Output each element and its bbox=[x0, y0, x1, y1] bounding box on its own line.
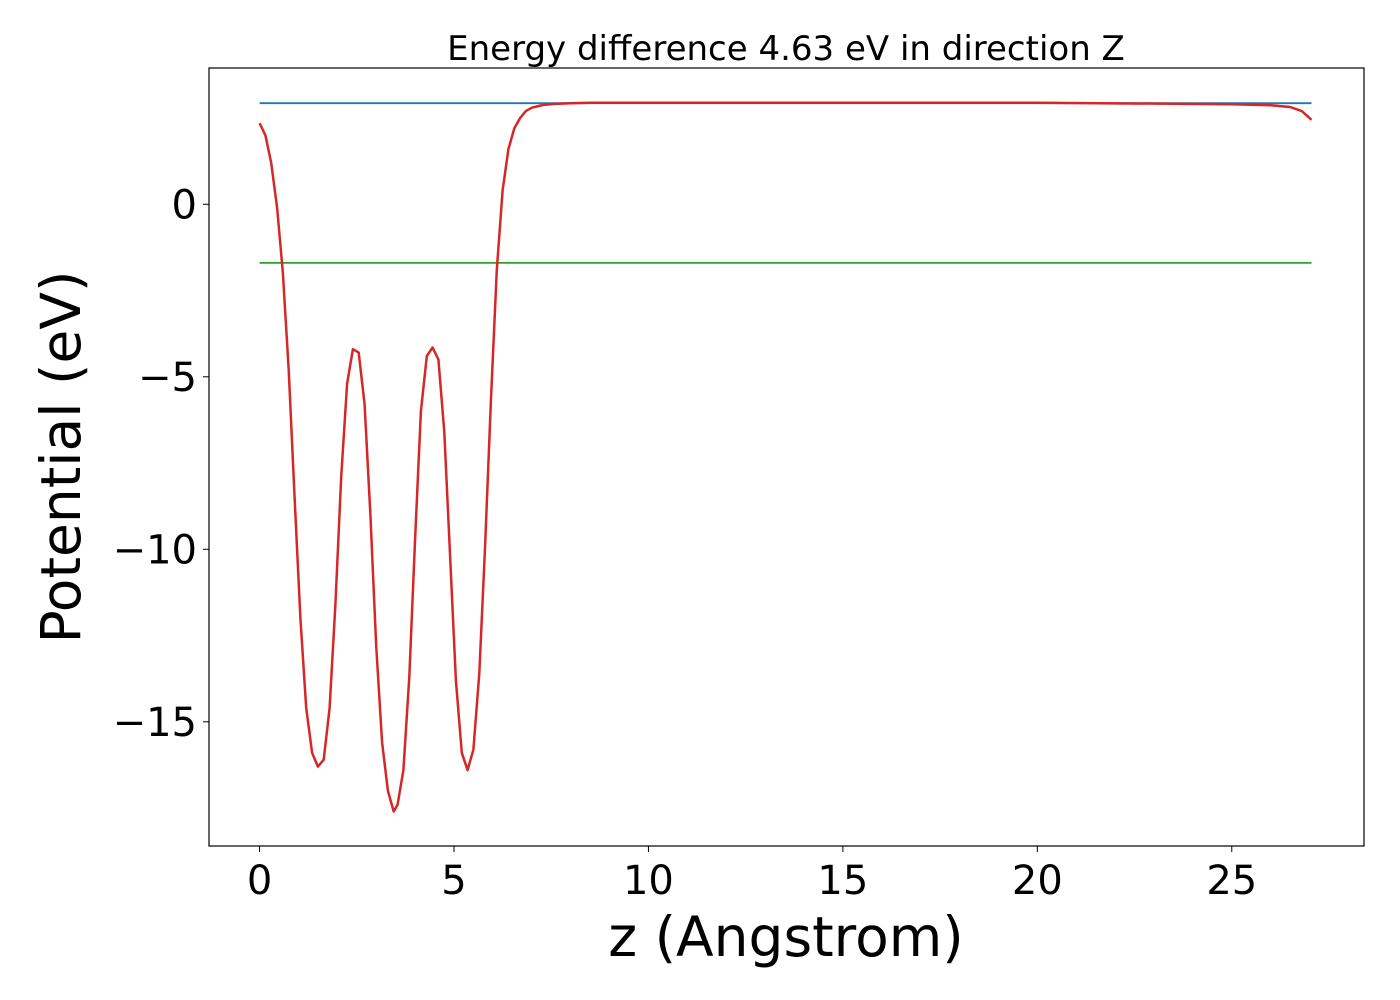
series-layer bbox=[258, 101, 1313, 813]
y-axis-label: Potential (eV) bbox=[29, 271, 93, 644]
x-tick-label: 5 bbox=[441, 858, 466, 904]
x-tick-label: 15 bbox=[817, 858, 868, 904]
y-tick-label: −10 bbox=[113, 527, 197, 573]
chart-title: Energy difference 4.63 eV in direction Z bbox=[447, 29, 1125, 69]
x-tick-label: 25 bbox=[1206, 858, 1257, 904]
y-axis: 0 −5 −10 −15 bbox=[113, 182, 209, 746]
x-axis: 0 5 10 15 20 25 bbox=[247, 846, 1257, 904]
series-line-2 bbox=[258, 101, 1313, 813]
x-tick-label: 20 bbox=[1012, 858, 1063, 904]
x-tick-label: 0 bbox=[247, 858, 272, 904]
plot-area-frame bbox=[208, 67, 1365, 847]
y-tick-label: 0 bbox=[172, 182, 197, 228]
y-tick-label: −15 bbox=[113, 700, 197, 746]
x-axis-label: z (Angstrom) bbox=[608, 905, 964, 969]
x-tick-label: 10 bbox=[623, 858, 674, 904]
y-tick-label: −5 bbox=[138, 355, 197, 401]
